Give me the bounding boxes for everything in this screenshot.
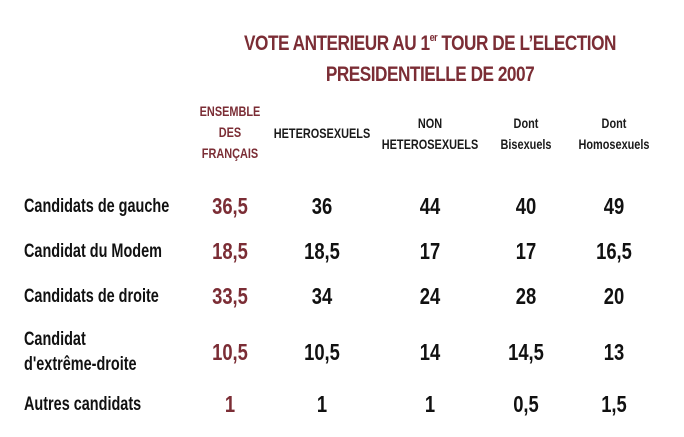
- column-header-homo: Dont Homosexuels: [559, 113, 668, 155]
- column-header-line: Homosexuels: [578, 136, 650, 152]
- title-line-1-main: VOTE ANTERIEUR AU 1: [244, 32, 430, 55]
- column-header-line: NON: [417, 115, 443, 131]
- table-cell: 36,5: [212, 193, 248, 219]
- column-header-line: ENSEMBLE: [199, 103, 261, 119]
- row-label: Candidats de droite: [24, 284, 159, 309]
- column-header-line: Bisexuels: [500, 136, 552, 152]
- table-cell: 44: [419, 193, 441, 219]
- table-cell: 24: [419, 283, 441, 309]
- table-cell: 16,5: [596, 238, 632, 264]
- column-header-hetero: HETEROSEXUELS: [267, 123, 376, 144]
- row-label: Candidat du Modem: [24, 239, 162, 264]
- table-cell: 17: [515, 238, 537, 264]
- column-header-nonhetero: NON HETEROSEXUELS: [375, 113, 484, 155]
- row-label: Candidats de gauche: [24, 194, 169, 219]
- column-header-line: HETEROSEXUELS: [381, 136, 479, 152]
- table-cell: 49: [603, 193, 625, 219]
- column-header-line: DES: [218, 124, 242, 140]
- table-cell: 13: [603, 339, 625, 365]
- column-header-ensemble: ENSEMBLE DES FRANÇAIS: [175, 101, 284, 164]
- column-header-line: FRANÇAIS: [201, 145, 259, 161]
- table-cell: 34: [311, 283, 333, 309]
- table-cell: 36: [311, 193, 333, 219]
- table-cell: 1: [224, 391, 236, 417]
- row-label-line: Candidats de droite: [24, 285, 159, 307]
- row-label-line: Candidats de gauche: [24, 195, 170, 217]
- table-cell: 28: [515, 283, 537, 309]
- table-cell: 33,5: [212, 283, 248, 309]
- row-label-line: d'extrême-droite: [24, 354, 137, 375]
- table-cell: 1,5: [601, 391, 627, 417]
- row-label-line: Candidat du Modem: [24, 240, 162, 262]
- column-header-bi: Dont Bisexuels: [471, 113, 580, 155]
- row-label: Candidat d'extrême-droite: [24, 327, 137, 377]
- table-cell: 10,5: [304, 339, 340, 365]
- table-cell: 18,5: [304, 238, 340, 264]
- table-cell: 10,5: [212, 339, 248, 365]
- table-cell: 18,5: [212, 238, 248, 264]
- column-header-line: HETEROSEXUELS: [273, 125, 371, 141]
- chart-title-line-2: PRESIDENTIELLE DE 2007: [325, 63, 535, 86]
- table-cell: 0,5: [513, 391, 539, 417]
- column-header-line: Dont: [601, 115, 627, 131]
- table-cell: 1: [424, 391, 436, 417]
- title-line-1-superscript: er: [429, 32, 438, 44]
- table-cell: 14,5: [508, 339, 544, 365]
- chart-title-line-1: VOTE ANTERIEUR AU 1er TOUR DE L’ELECTION: [237, 32, 622, 56]
- table-cell: 1: [316, 391, 328, 417]
- title-line-1-end: TOUR DE L’ELECTION: [437, 32, 616, 55]
- table-cell: 17: [419, 238, 441, 264]
- table-cell: 40: [515, 193, 537, 219]
- table-cell: 20: [603, 283, 625, 309]
- row-label-line: Candidat: [24, 329, 86, 350]
- row-label-line: Autres candidats: [24, 393, 142, 415]
- column-header-line: Dont: [513, 115, 539, 131]
- table-cell: 14: [419, 339, 441, 365]
- row-label: Autres candidats: [24, 392, 141, 417]
